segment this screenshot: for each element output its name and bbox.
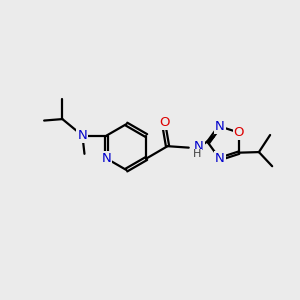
- Text: N: N: [77, 129, 87, 142]
- Text: N: N: [215, 120, 225, 133]
- Text: H: H: [193, 149, 201, 159]
- Text: N: N: [215, 152, 225, 165]
- Text: N: N: [194, 140, 204, 153]
- Text: O: O: [234, 126, 244, 139]
- Text: N: N: [102, 152, 111, 165]
- Text: O: O: [159, 116, 169, 129]
